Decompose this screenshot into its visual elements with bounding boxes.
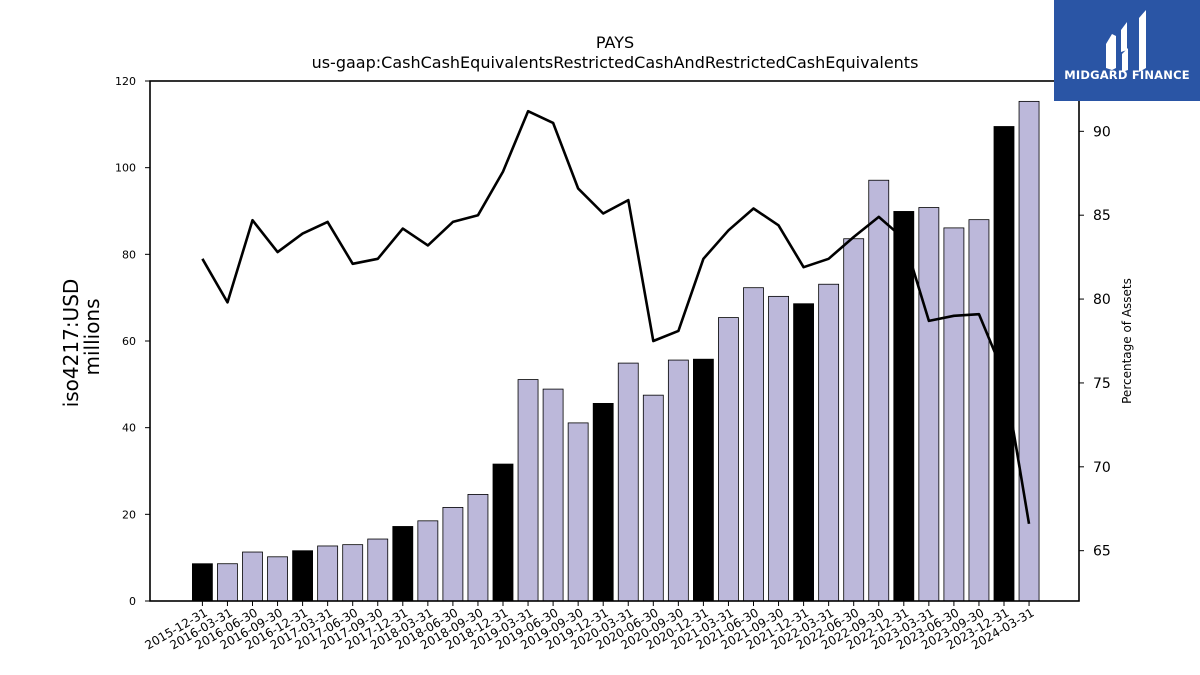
y2-axis: 65 70 75 80 85 90 [1079,124,1111,560]
bar [968,219,990,602]
bar [918,207,940,602]
y2-tick-label: 85 [1093,208,1111,224]
y-axis-label-unit: millions [80,298,104,375]
x-axis: 2015-12-312016-03-312016-06-302016-09-30… [142,601,1037,652]
bar [667,359,689,602]
bars-group [191,100,1040,602]
bar [542,388,564,602]
y2-tick-label: 75 [1093,376,1111,392]
bar [392,526,414,602]
bar [442,506,464,602]
bar [893,211,915,602]
y-tick-label: 60 [122,335,136,348]
y-tick-label: 40 [122,422,136,435]
bar [342,544,364,602]
bar [818,283,840,602]
bar [718,317,739,602]
y-axis-label: iso4217:USD [59,279,83,408]
bar [768,295,789,602]
bar [367,538,389,602]
y2-tick-label: 65 [1093,544,1111,560]
bar [943,227,965,602]
bar [492,463,514,602]
line-group [201,109,1031,525]
bar [242,551,263,602]
y-tick-label: 0 [129,595,136,608]
bar [843,238,865,602]
bar [743,287,764,602]
bar [292,550,314,602]
bar [517,379,539,602]
bar [1018,100,1040,602]
logo: MIDGARD FINANCE [1054,0,1200,101]
logo-mark-icon [1054,0,1200,101]
bar [592,402,614,602]
y-axis: 0 20 40 60 80 100 120 [115,75,150,608]
bar [642,394,664,602]
chart-title: PAYS [596,33,634,52]
y-tick-label: 100 [115,162,136,175]
bar [467,493,489,602]
bar [267,556,288,602]
y2-tick-label: 90 [1093,124,1111,140]
bar [217,563,238,602]
line-series [201,109,1031,525]
y-tick-label: 20 [122,508,136,521]
bar [693,358,714,602]
bar [617,362,639,602]
bar [317,545,339,602]
bar [868,179,890,602]
bar [191,563,213,602]
bar [417,520,439,602]
bar [993,126,1015,602]
chart-subtitle: us-gaap:CashCashEquivalentsRestrictedCas… [312,53,919,72]
y-tick-label: 80 [122,248,136,261]
y2-tick-label: 80 [1093,292,1111,308]
logo-text: MIDGARD FINANCE [1064,68,1190,82]
y-tick-label: 120 [115,75,136,88]
bar [567,422,589,602]
plot-frame [149,80,1080,602]
y2-tick-label: 70 [1093,460,1111,476]
y2-axis-label: Percentage of Assets [1120,278,1134,404]
bar [793,303,814,602]
